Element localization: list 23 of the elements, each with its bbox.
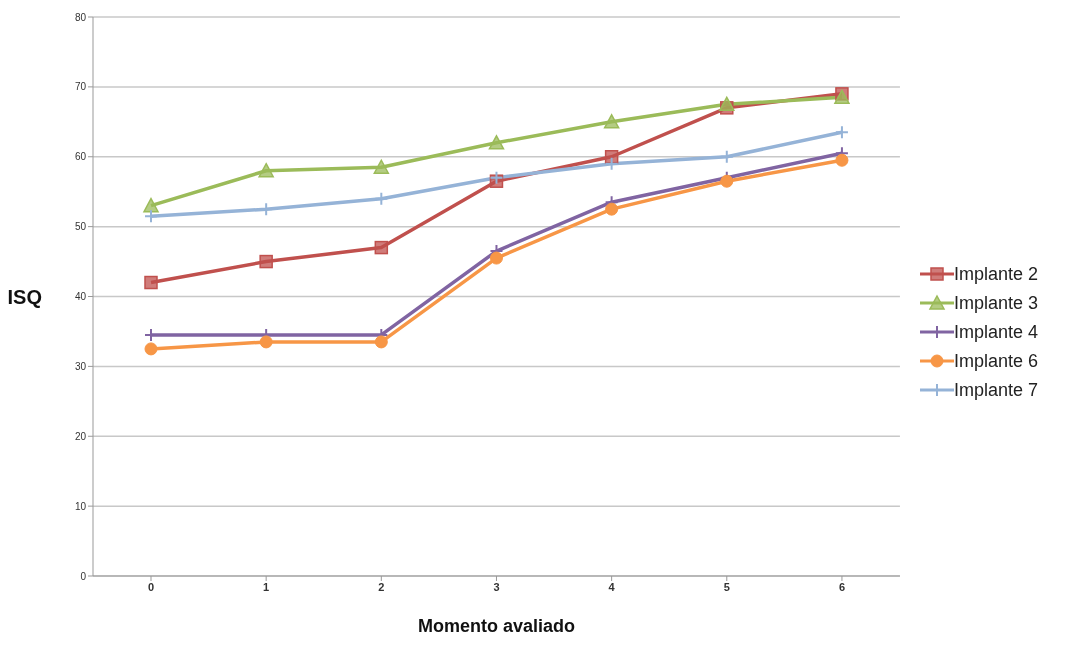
y-tick-label: 30 (74, 360, 87, 372)
y-tick-label: 60 (74, 151, 87, 163)
y-tick-label: 0 (80, 570, 87, 582)
legend-label: Implante 3 (953, 292, 1038, 314)
x-axis-title: Momento avaliado (417, 616, 575, 636)
legend-label: Implante 2 (953, 263, 1038, 285)
x-tick-label: 3 (493, 580, 500, 593)
y-tick-label: 80 (74, 11, 87, 23)
y-axis-title: ISQ (7, 285, 42, 308)
y-tick-label: 70 (74, 81, 87, 93)
x-tick-label: 5 (723, 580, 730, 593)
y-tick-label: 10 (74, 500, 87, 512)
legend-label: Implante 6 (953, 350, 1038, 372)
y-tick-label: 40 (74, 291, 87, 303)
x-tick-label: 2 (378, 580, 385, 593)
legend-label: Implante 4 (953, 321, 1038, 343)
x-tick-label: 0 (147, 580, 155, 593)
x-tick-label: 4 (608, 580, 616, 593)
x-tick-label: 1 (263, 580, 270, 593)
y-tick-label: 20 (74, 430, 87, 442)
x-tick-label: 6 (838, 580, 845, 593)
legend-label: Implante 7 (953, 379, 1038, 401)
y-tick-label: 50 (74, 221, 87, 233)
